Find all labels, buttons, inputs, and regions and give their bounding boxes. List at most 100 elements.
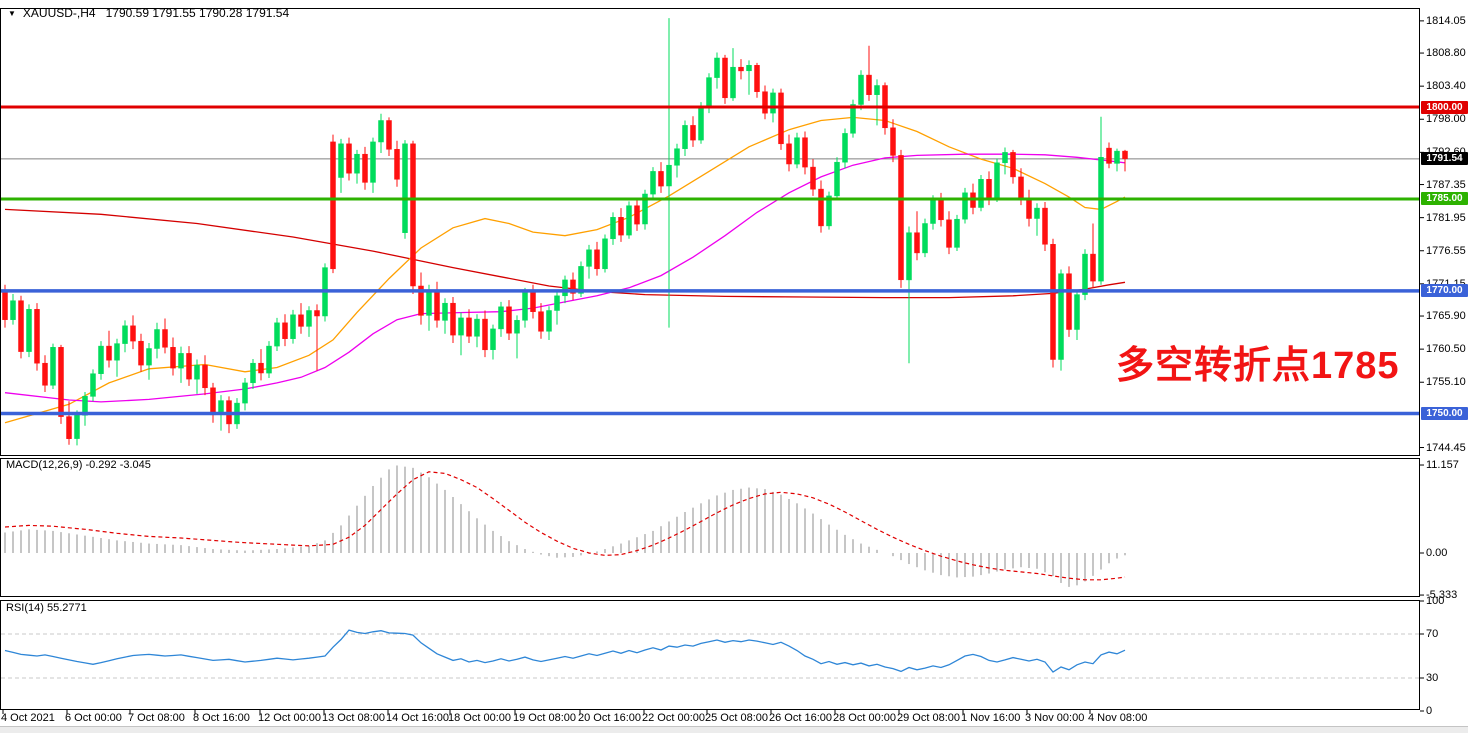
candle bbox=[754, 65, 760, 92]
candle bbox=[386, 120, 392, 150]
candle bbox=[474, 318, 480, 337]
time-axis-label: 4 Oct 2021 bbox=[1, 712, 55, 724]
candle bbox=[298, 314, 304, 327]
candle bbox=[1026, 198, 1032, 219]
candle bbox=[450, 302, 456, 336]
time-axis-label: 28 Oct 00:00 bbox=[833, 712, 896, 724]
price-axis-label: 1744.45 bbox=[1426, 441, 1466, 454]
candle bbox=[10, 300, 16, 320]
price-level-badge: 1791.54 bbox=[1421, 152, 1468, 166]
candle bbox=[370, 141, 376, 183]
candle bbox=[610, 217, 616, 240]
candle bbox=[1066, 273, 1072, 330]
candle bbox=[866, 74, 872, 95]
price-axis-label: 1776.55 bbox=[1426, 244, 1466, 257]
time-axis-label: 3 Nov 00:00 bbox=[1025, 712, 1085, 724]
candle bbox=[706, 77, 712, 108]
candle bbox=[2, 292, 8, 320]
candle bbox=[1050, 244, 1056, 360]
candle bbox=[458, 317, 464, 336]
candle bbox=[1082, 253, 1088, 295]
candle bbox=[770, 92, 776, 114]
candle bbox=[130, 325, 136, 342]
ohlc-readout: 1790.59 1791.55 1790.28 1791.54 bbox=[105, 6, 290, 20]
candle bbox=[378, 120, 384, 143]
candle bbox=[442, 302, 448, 321]
candle bbox=[490, 328, 496, 350]
time-axis-label: 18 Oct 00:00 bbox=[448, 712, 511, 724]
candle bbox=[402, 143, 408, 233]
candle bbox=[26, 309, 32, 352]
rsi-panel[interactable] bbox=[1, 629, 1419, 679]
candle bbox=[106, 345, 112, 361]
candle bbox=[586, 249, 592, 267]
candle bbox=[194, 364, 200, 380]
candle bbox=[618, 217, 624, 236]
price-level-badge: 1785.00 bbox=[1421, 192, 1468, 206]
main-price-panel[interactable] bbox=[1, 18, 1419, 446]
axis-ticks bbox=[2, 20, 1424, 714]
triangle-down-icon: ▼ bbox=[8, 9, 16, 18]
candle bbox=[66, 416, 72, 439]
candle bbox=[34, 309, 40, 364]
macd-axis-label: -5.333 bbox=[1426, 589, 1458, 602]
candle bbox=[906, 232, 912, 281]
time-axis-label: 4 Nov 08:00 bbox=[1088, 712, 1148, 724]
candle bbox=[874, 85, 880, 95]
candle bbox=[154, 329, 160, 349]
candle bbox=[826, 195, 832, 227]
candle bbox=[626, 205, 632, 236]
candle bbox=[818, 188, 824, 227]
candle bbox=[842, 133, 848, 163]
candle bbox=[58, 347, 64, 417]
candle bbox=[946, 219, 952, 248]
candle bbox=[1106, 147, 1112, 164]
macd-panel[interactable] bbox=[4, 465, 1126, 587]
candle bbox=[722, 57, 728, 99]
candle bbox=[82, 396, 88, 416]
price-axis-label: 1798.00 bbox=[1426, 113, 1466, 126]
price-axis-label: 1760.50 bbox=[1426, 343, 1466, 356]
macd-axis-label: 11.157 bbox=[1426, 459, 1459, 472]
candle bbox=[530, 292, 536, 312]
candle bbox=[802, 137, 808, 168]
candle bbox=[994, 162, 1000, 199]
candle bbox=[538, 311, 544, 332]
candle bbox=[98, 345, 104, 374]
price-axis-label: 1808.80 bbox=[1426, 47, 1466, 60]
candle bbox=[242, 382, 248, 404]
candle bbox=[954, 218, 960, 248]
time-axis-label: 7 Oct 08:00 bbox=[128, 712, 185, 724]
time-axis-label: 26 Oct 16:00 bbox=[769, 712, 832, 724]
candle bbox=[986, 179, 992, 199]
candle bbox=[682, 125, 688, 149]
candle bbox=[314, 310, 320, 317]
candle bbox=[562, 279, 568, 297]
candle bbox=[554, 295, 560, 311]
candle bbox=[482, 318, 488, 351]
candle bbox=[522, 292, 528, 321]
candle bbox=[778, 92, 784, 145]
price-level-badge: 1770.00 bbox=[1421, 284, 1468, 298]
candle bbox=[594, 249, 600, 270]
candle bbox=[506, 306, 512, 334]
candle bbox=[210, 387, 216, 416]
candle bbox=[1098, 157, 1104, 282]
candle bbox=[418, 285, 424, 316]
candle bbox=[466, 317, 472, 337]
candle bbox=[578, 266, 584, 294]
macd-label: MACD(12,26,9) -0.292 -3.045 bbox=[6, 459, 151, 471]
candle bbox=[202, 364, 208, 389]
time-axis-label: 13 Oct 08:00 bbox=[322, 712, 385, 724]
candle bbox=[714, 57, 720, 78]
candle bbox=[730, 66, 736, 99]
rsi-axis-label: 0 bbox=[1426, 705, 1433, 717]
candle bbox=[1058, 273, 1064, 360]
candle bbox=[162, 329, 168, 348]
candle bbox=[746, 65, 752, 72]
price-axis-label: 1787.35 bbox=[1426, 178, 1466, 191]
time-axis-label: 14 Oct 16:00 bbox=[386, 712, 449, 724]
candle bbox=[146, 348, 152, 366]
time-axis-label: 12 Oct 00:00 bbox=[258, 712, 321, 724]
